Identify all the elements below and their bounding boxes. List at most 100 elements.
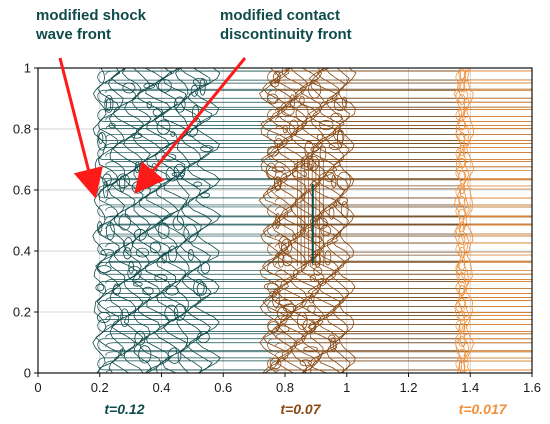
vortex-contour — [112, 283, 121, 296]
vortex-contour — [309, 155, 320, 171]
vortex-contour — [269, 357, 282, 370]
vortex-contour — [154, 274, 168, 282]
x-tick-label: 0.8 — [276, 380, 294, 395]
vortex-contour — [142, 286, 154, 296]
vortex-contour — [96, 311, 111, 323]
vortex-contour — [327, 334, 336, 343]
contour-loop — [455, 70, 532, 84]
contour-line — [186, 68, 213, 373]
vortex-contour — [97, 131, 107, 151]
vortex-contour — [193, 181, 202, 187]
contour-loop — [455, 185, 532, 199]
vortex-contour — [458, 234, 466, 246]
vortex-contour — [458, 259, 466, 271]
contour-loop — [455, 109, 532, 122]
vortex-contour — [458, 195, 466, 207]
vortex-contour — [297, 311, 308, 331]
vortex-contour — [330, 337, 337, 352]
contour-line — [275, 134, 532, 139]
vortex-contour — [172, 215, 184, 231]
vortex-contour — [267, 321, 280, 334]
vortex-contour — [282, 125, 288, 134]
vortex-contour — [330, 112, 343, 123]
vortex-contour — [95, 284, 105, 292]
vortex-contour — [200, 145, 214, 153]
contour-loop — [455, 242, 532, 256]
vortex-contour — [119, 175, 126, 193]
vortex-contour — [277, 253, 285, 268]
vortex-contour — [116, 173, 130, 189]
vortex-contour — [265, 162, 277, 180]
contour-line — [275, 224, 532, 230]
vortex-contour — [458, 323, 466, 335]
vortex-contour — [281, 238, 293, 255]
y-tick-label: 0.6 — [13, 183, 31, 198]
vortex-contour — [269, 290, 278, 298]
vortex-contour — [271, 289, 280, 308]
vortex-contour — [458, 272, 466, 284]
x-tick-label: 0.4 — [152, 380, 170, 395]
vortex-contour — [96, 265, 112, 273]
vortex-contour — [270, 79, 280, 88]
vortex-contour — [183, 223, 198, 243]
vortex-contour — [104, 94, 114, 113]
vortex-contour — [309, 274, 317, 282]
contour-loop — [267, 204, 532, 218]
vortex-contour — [458, 361, 466, 373]
x-tick-label: 0.6 — [214, 380, 232, 395]
vortex-contour — [299, 359, 312, 367]
contour-loop — [455, 281, 532, 294]
contour-line — [323, 68, 346, 373]
vortex-contour — [152, 108, 164, 117]
contour-line — [105, 143, 532, 148]
contour-loop — [455, 300, 532, 313]
vortex-contour — [128, 260, 134, 274]
contour-line — [105, 315, 532, 320]
contour-line — [279, 68, 308, 373]
contour-line — [275, 115, 532, 121]
vortex-contour — [130, 132, 143, 139]
contour-line — [336, 68, 357, 373]
contour-line — [268, 68, 293, 373]
contour-line — [275, 333, 532, 338]
vortex-contour — [308, 295, 315, 304]
contour-loop — [455, 166, 532, 180]
vortex-contour — [157, 79, 172, 93]
vortex-contour — [458, 145, 466, 156]
vortex-contour — [103, 180, 109, 199]
vortex-contour — [161, 252, 167, 264]
vortex-contour — [303, 346, 318, 352]
contour-loop — [455, 128, 532, 141]
x-tick-label: 1.6 — [523, 380, 541, 395]
vortex-contour — [273, 176, 282, 191]
vortex-contour — [324, 171, 335, 183]
contour-line — [463, 170, 532, 175]
vortex-contour — [316, 217, 328, 230]
contour-loop — [267, 338, 532, 352]
vortex-contour — [271, 166, 285, 173]
x-tick-label: 1 — [343, 380, 350, 395]
vortex-contour — [167, 347, 182, 364]
vortex-contour — [105, 222, 115, 241]
vortex-contour — [340, 201, 349, 218]
vortex-contour — [337, 196, 349, 205]
contour-loop — [267, 185, 532, 199]
contour-loop — [455, 319, 532, 332]
contour-loop — [455, 261, 532, 275]
series-label: t=0.017 — [459, 401, 508, 417]
contour-line — [260, 68, 290, 373]
contour-loop — [267, 128, 532, 141]
vortex-contour — [135, 247, 150, 258]
x-tick-label: 0 — [34, 380, 41, 395]
contour-line — [463, 179, 532, 184]
contour-line — [105, 269, 532, 275]
vortex-contour — [149, 241, 161, 254]
series-t007 — [258, 68, 532, 373]
vortex-contour — [165, 166, 180, 182]
vortex-contour — [458, 285, 466, 296]
vortex-contour — [299, 95, 305, 106]
vortex-contour — [133, 228, 147, 241]
vortex-contour — [458, 157, 466, 169]
vortex-contour — [328, 206, 335, 220]
vortex-contour — [306, 155, 315, 171]
